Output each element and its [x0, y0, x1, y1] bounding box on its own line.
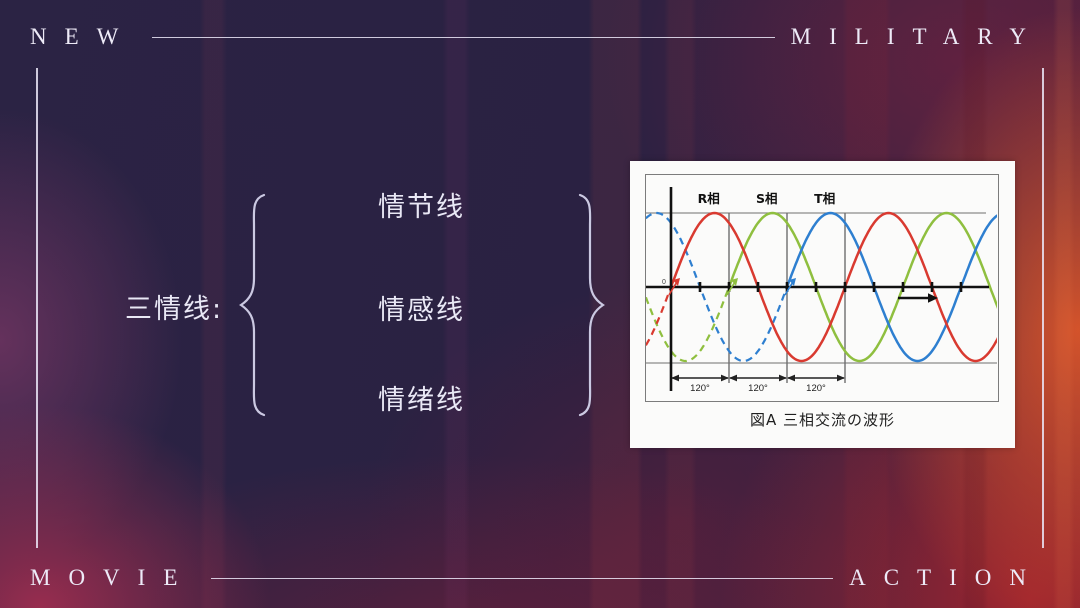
- svg-text:120°: 120°: [806, 383, 826, 394]
- svg-text:T相: T相: [814, 191, 835, 206]
- waveform-card: 0 R相 S相 T相 120° 120° 120° 図A 三相交流の波形: [630, 161, 1015, 448]
- top-frame-line: [152, 36, 775, 38]
- bottom-frame-line: [211, 577, 834, 579]
- svg-text:R相: R相: [698, 191, 720, 206]
- frame-word-action: ACTION: [849, 565, 1044, 590]
- top-frame-bar: NEW MILITARY: [0, 24, 1080, 50]
- right-brace: [578, 193, 605, 417]
- right-frame-line: [1042, 68, 1044, 548]
- svg-text:120°: 120°: [690, 383, 710, 394]
- diagram-item-emotion-line: 情感线: [378, 295, 465, 326]
- left-brace: [239, 193, 266, 417]
- diagram-item-plot-line: 情节线: [378, 192, 465, 223]
- frame-word-new: NEW: [30, 24, 137, 49]
- diagram-item-mood-line: 情绪线: [378, 385, 465, 416]
- frame-word-military: MILITARY: [790, 24, 1044, 49]
- waveform-plot: 0 R相 S相 T相 120° 120° 120°: [646, 187, 997, 394]
- bottom-frame-bar: MOVIE ACTION: [0, 565, 1080, 591]
- diagram-label: 三情线:: [125, 294, 224, 325]
- svg-text:0: 0: [662, 279, 666, 286]
- frame-word-movie: MOVIE: [30, 565, 196, 590]
- svg-text:S相: S相: [756, 191, 778, 206]
- plot-frame: 0 R相 S相 T相 120° 120° 120°: [645, 174, 999, 402]
- chart-caption: 図A 三相交流の波形: [749, 411, 896, 429]
- left-frame-line: [36, 68, 38, 548]
- svg-text:120°: 120°: [748, 383, 768, 394]
